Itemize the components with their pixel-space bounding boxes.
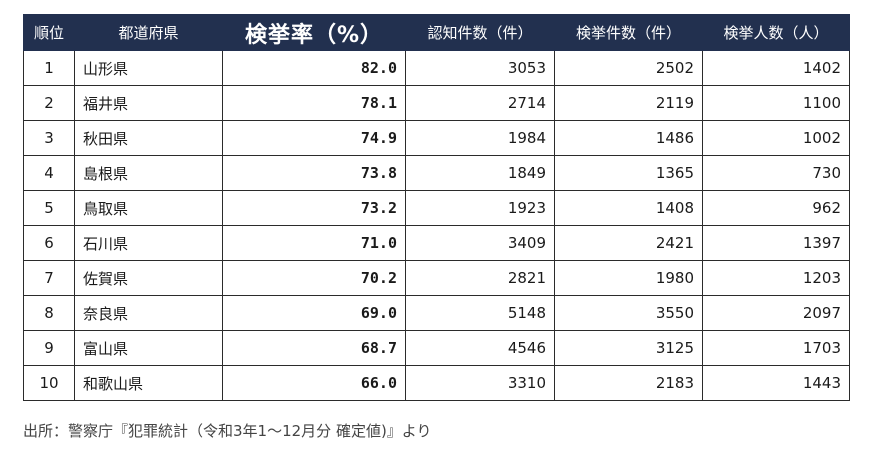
cell-rank: 4 (23, 155, 75, 191)
cell-rank: 3 (23, 120, 75, 156)
cell-recognized-cases: 1849 (405, 155, 555, 191)
cell-arrested-persons: 962 (702, 190, 850, 226)
cell-rank: 7 (23, 260, 75, 296)
cell-rank: 9 (23, 330, 75, 366)
cell-recognized-cases: 1923 (405, 190, 555, 226)
cell-recognized-cases: 4546 (405, 330, 555, 366)
cell-rank: 6 (23, 225, 75, 261)
cell-clearance-rate: 74.9 (222, 120, 406, 156)
cell-arrested-persons: 1443 (702, 365, 850, 401)
cell-prefecture: 山形県 (74, 50, 223, 86)
cell-prefecture: 佐賀県 (74, 260, 223, 296)
cell-rank: 10 (23, 365, 75, 401)
cell-cleared-cases: 2421 (554, 225, 703, 261)
cell-arrested-persons: 1100 (702, 85, 850, 121)
table-header-row: 順位 都道府県 検挙率（%） 認知件数（件） 検挙件数（件） 検挙人数（人） (23, 14, 850, 51)
header-recognized-cases: 認知件数（件） (405, 14, 555, 51)
cell-prefecture: 島根県 (74, 155, 223, 191)
ranking-table: 順位 都道府県 検挙率（%） 認知件数（件） 検挙件数（件） 検挙人数（人） 1… (23, 14, 850, 401)
cell-clearance-rate: 82.0 (222, 50, 406, 86)
cell-cleared-cases: 1365 (554, 155, 703, 191)
cell-cleared-cases: 1486 (554, 120, 703, 156)
cell-rank: 2 (23, 85, 75, 121)
cell-recognized-cases: 5148 (405, 295, 555, 331)
cell-arrested-persons: 730 (702, 155, 850, 191)
cell-arrested-persons: 1002 (702, 120, 850, 156)
cell-prefecture: 鳥取県 (74, 190, 223, 226)
table-row: 10 和歌山県 66.0 3310 2183 1443 (23, 365, 850, 401)
cell-recognized-cases: 2714 (405, 85, 555, 121)
cell-cleared-cases: 2119 (554, 85, 703, 121)
table-row: 8 奈良県 69.0 5148 3550 2097 (23, 295, 850, 331)
table-row: 6 石川県 71.0 3409 2421 1397 (23, 225, 850, 261)
cell-clearance-rate: 73.2 (222, 190, 406, 226)
table-body: 1 山形県 82.0 3053 2502 1402 2 福井県 78.1 2714 2119 1100… (23, 50, 850, 401)
table-row: 7 佐賀県 70.2 2821 1980 1203 (23, 260, 850, 296)
header-prefecture: 都道府県 (74, 14, 223, 51)
cell-cleared-cases: 3550 (554, 295, 703, 331)
header-cleared-cases: 検挙件数（件） (554, 14, 703, 51)
cell-prefecture: 福井県 (74, 85, 223, 121)
cell-clearance-rate: 71.0 (222, 225, 406, 261)
cell-clearance-rate: 68.7 (222, 330, 406, 366)
cell-clearance-rate: 69.0 (222, 295, 406, 331)
cell-cleared-cases: 2183 (554, 365, 703, 401)
table-row: 5 鳥取県 73.2 1923 1408 962 (23, 190, 850, 226)
cell-arrested-persons: 2097 (702, 295, 850, 331)
cell-prefecture: 和歌山県 (74, 365, 223, 401)
header-rank: 順位 (23, 14, 75, 51)
cell-arrested-persons: 1703 (702, 330, 850, 366)
cell-prefecture: 富山県 (74, 330, 223, 366)
cell-arrested-persons: 1397 (702, 225, 850, 261)
cell-cleared-cases: 3125 (554, 330, 703, 366)
header-clearance-rate: 検挙率（%） (222, 14, 406, 51)
cell-arrested-persons: 1203 (702, 260, 850, 296)
table-row: 9 富山県 68.7 4546 3125 1703 (23, 330, 850, 366)
table-row: 4 島根県 73.8 1849 1365 730 (23, 155, 850, 191)
cell-recognized-cases: 3053 (405, 50, 555, 86)
cell-recognized-cases: 1984 (405, 120, 555, 156)
header-arrested-persons: 検挙人数（人） (702, 14, 850, 51)
cell-recognized-cases: 3409 (405, 225, 555, 261)
cell-rank: 5 (23, 190, 75, 226)
cell-cleared-cases: 1980 (554, 260, 703, 296)
cell-prefecture: 石川県 (74, 225, 223, 261)
cell-cleared-cases: 1408 (554, 190, 703, 226)
table-row: 1 山形県 82.0 3053 2502 1402 (23, 50, 850, 86)
cell-clearance-rate: 66.0 (222, 365, 406, 401)
cell-recognized-cases: 3310 (405, 365, 555, 401)
cell-clearance-rate: 70.2 (222, 260, 406, 296)
cell-cleared-cases: 2502 (554, 50, 703, 86)
cell-prefecture: 奈良県 (74, 295, 223, 331)
cell-arrested-persons: 1402 (702, 50, 850, 86)
cell-recognized-cases: 2821 (405, 260, 555, 296)
table-row: 2 福井県 78.1 2714 2119 1100 (23, 85, 850, 121)
cell-prefecture: 秋田県 (74, 120, 223, 156)
cell-rank: 8 (23, 295, 75, 331)
source-note: 出所：警察庁『犯罪統計（令和3年1～12月分 確定値)』より (23, 422, 432, 440)
cell-clearance-rate: 73.8 (222, 155, 406, 191)
table-row: 3 秋田県 74.9 1984 1486 1002 (23, 120, 850, 156)
cell-rank: 1 (23, 50, 75, 86)
cell-clearance-rate: 78.1 (222, 85, 406, 121)
